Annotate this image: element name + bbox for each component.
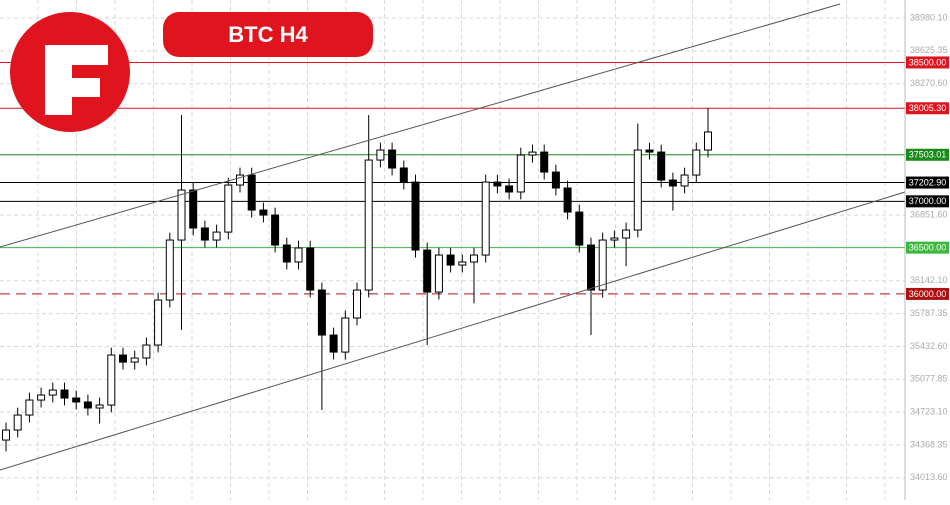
candle-body xyxy=(2,429,10,441)
candle-body xyxy=(481,181,490,256)
level-label: 36500.00 xyxy=(909,243,947,253)
candle-body xyxy=(294,247,303,263)
candle-body xyxy=(95,404,104,409)
candle-body xyxy=(317,289,326,336)
candle-body xyxy=(446,254,455,266)
candle-body xyxy=(154,299,163,346)
candle-body xyxy=(516,154,525,193)
y-tick-label: 34723.10 xyxy=(910,407,948,417)
candle-body xyxy=(306,247,315,291)
candle-body xyxy=(60,389,69,399)
y-tick-label: 38980.10 xyxy=(910,12,948,22)
candle-body xyxy=(142,344,151,359)
level-label: 37503.01 xyxy=(909,150,947,160)
candle-body xyxy=(259,209,268,216)
candle-body xyxy=(668,179,677,187)
candle-body xyxy=(598,239,607,291)
level-label-box xyxy=(906,287,949,300)
candle-body xyxy=(551,171,560,189)
candle-body xyxy=(200,227,209,241)
upper-channel-line xyxy=(0,3,841,248)
candle-body xyxy=(107,354,116,406)
candle-body xyxy=(458,261,467,266)
y-tick-label: 34013.60 xyxy=(910,472,948,482)
level-label-box xyxy=(906,102,949,115)
level-label: 37000.00 xyxy=(909,196,947,206)
candle-body xyxy=(119,354,127,363)
candle-body xyxy=(130,357,139,363)
candle-body xyxy=(505,185,514,193)
candle-body xyxy=(575,211,584,246)
candle-body xyxy=(236,174,244,186)
candle-body xyxy=(247,174,256,211)
candle-body xyxy=(540,151,549,173)
candle-body xyxy=(282,244,291,263)
y-tick-label: 36142.10 xyxy=(910,275,948,285)
candle-body xyxy=(388,149,397,169)
candle-body xyxy=(399,167,408,183)
candle-body xyxy=(470,254,478,263)
candle-body xyxy=(25,399,34,416)
candle-body xyxy=(72,397,81,403)
title-badge xyxy=(163,12,373,57)
logo-letter xyxy=(45,45,108,115)
candle-body xyxy=(353,289,361,319)
candle-body xyxy=(692,149,701,176)
candle-body xyxy=(587,244,595,291)
candle-body xyxy=(271,214,280,246)
candle-body xyxy=(434,254,443,293)
level-label: 38005.30 xyxy=(909,103,947,113)
candle-body xyxy=(37,394,46,401)
candle-body xyxy=(493,181,502,187)
candle-body xyxy=(189,189,198,229)
candle-body xyxy=(622,229,631,239)
chart-title: BTC H4 xyxy=(228,22,308,47)
candle-body xyxy=(423,249,432,293)
plot: 34013.60 34368.35 34723.10 35077.85 35432.60… xyxy=(0,12,949,482)
level-label-box xyxy=(906,176,949,189)
candle-body xyxy=(224,184,233,233)
y-tick-label: 36851.60 xyxy=(910,209,948,219)
y-tick-label: 38270.60 xyxy=(910,78,948,88)
candle-body xyxy=(165,239,174,301)
level-label: 38500.00 xyxy=(909,57,947,67)
candle-body xyxy=(48,389,57,396)
level-label: 36000.00 xyxy=(909,289,947,299)
candle-body xyxy=(657,151,666,181)
candle-body xyxy=(83,401,92,409)
candle-body xyxy=(13,414,22,431)
vertical-grid xyxy=(37,0,886,500)
candle-body xyxy=(528,151,537,156)
candle-body xyxy=(645,149,654,153)
y-tick-label: 35432.60 xyxy=(910,341,948,351)
y-tick-label: 35077.85 xyxy=(910,374,948,384)
y-tick-label: 35787.35 xyxy=(910,308,948,318)
candle-body xyxy=(177,189,186,241)
candle-body xyxy=(610,237,619,241)
y-tick-label: 38625.35 xyxy=(910,45,948,55)
candle-body xyxy=(364,159,373,291)
candle-body xyxy=(411,181,420,251)
candle-body xyxy=(376,149,385,161)
lower-channel-line xyxy=(0,191,906,471)
candle-body xyxy=(212,231,221,241)
logo xyxy=(10,12,130,132)
level-label-box xyxy=(906,241,949,254)
y-tick-label: 34368.35 xyxy=(910,439,948,449)
level-label-box xyxy=(906,195,949,208)
level-label: 37202.90 xyxy=(909,177,947,187)
candle-body xyxy=(329,334,338,353)
candle-body xyxy=(563,187,572,213)
level-label-box xyxy=(906,148,949,161)
candle-body xyxy=(341,317,350,353)
level-label-box xyxy=(906,56,949,69)
candle-body xyxy=(704,131,712,151)
candle-body xyxy=(680,174,689,187)
candle-body xyxy=(633,149,642,231)
